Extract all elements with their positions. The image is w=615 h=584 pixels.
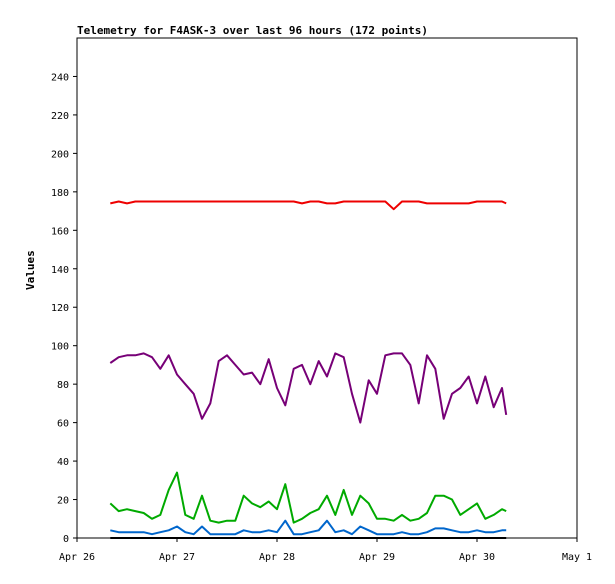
y-tick-label: 120 [51, 303, 69, 314]
y-tick-label: 100 [51, 342, 69, 353]
series-line-2 [109, 352, 508, 424]
y-tick-label: 220 [51, 111, 69, 122]
y-axis-label: Values [24, 250, 37, 290]
y-tick-label: 80 [57, 380, 69, 391]
y-tick-label: 160 [51, 226, 69, 237]
plot-frame [76, 37, 578, 539]
x-tick-label: May 1 [562, 552, 592, 563]
y-tick-label: 20 [57, 496, 69, 507]
x-tick-label: Apr 28 [259, 552, 295, 563]
x-tick-label: Apr 27 [159, 552, 195, 563]
y-tick-label: 200 [51, 149, 69, 160]
y-tick-label: 140 [51, 265, 69, 276]
y-tick-label: 60 [57, 419, 69, 430]
series-line-1 [110, 200, 507, 211]
x-tick-label: Apr 30 [459, 552, 495, 563]
y-tick-label: 240 [51, 72, 69, 83]
y-tick-label: 40 [57, 457, 69, 468]
y-tick-label: 0 [63, 534, 69, 545]
chart-title: Telemetry for F4ASK-3 over last 96 hours… [77, 24, 428, 37]
x-tick-label: Apr 29 [359, 552, 395, 563]
x-tick-label: Apr 26 [59, 552, 95, 563]
series-line-4 [110, 519, 507, 536]
y-tick-label: 180 [51, 188, 69, 199]
series-line-3 [109, 471, 507, 524]
